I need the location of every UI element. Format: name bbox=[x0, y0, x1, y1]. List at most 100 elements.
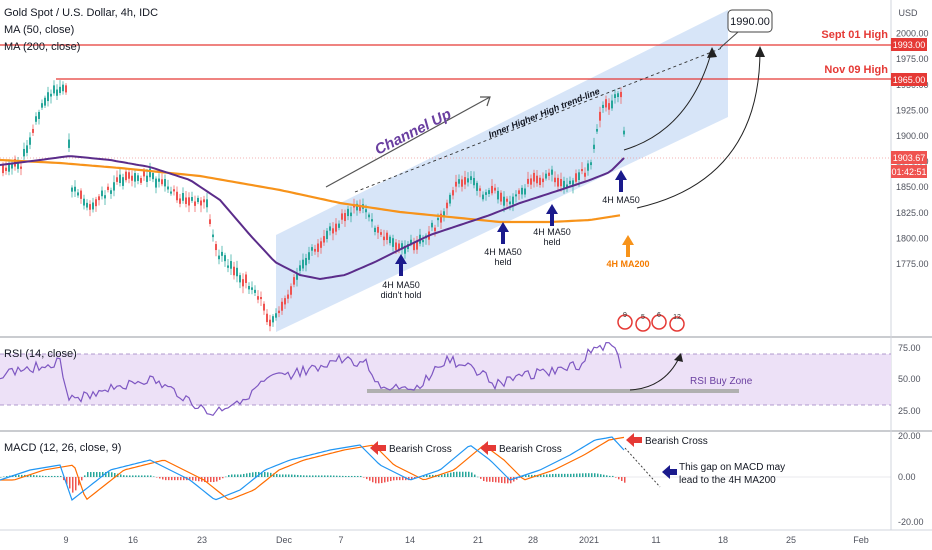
rsi-axis[interactable]: 75.00 50.00 25.00 bbox=[898, 343, 921, 416]
macd-hist-bar bbox=[603, 474, 605, 477]
candle-body bbox=[20, 166, 22, 169]
macd-hist-bar bbox=[144, 475, 146, 477]
price-tick: 1975.00 bbox=[896, 54, 929, 64]
candle-body bbox=[98, 196, 100, 201]
projection-curve-long[interactable] bbox=[636, 49, 761, 209]
candle-body bbox=[62, 84, 64, 92]
macd-axis[interactable]: 20.00 0.00 -20.00 bbox=[898, 431, 924, 527]
candle-body bbox=[167, 186, 169, 190]
event-flag-4[interactable] bbox=[669, 316, 685, 332]
candle-body bbox=[560, 179, 562, 187]
candle-body bbox=[137, 175, 139, 181]
candle-body bbox=[572, 180, 574, 187]
candle-body bbox=[416, 241, 418, 250]
candle-body bbox=[41, 103, 43, 108]
macd-hist-bar bbox=[492, 477, 494, 482]
macd-hist-bar bbox=[102, 472, 104, 477]
macd-hist-bar bbox=[294, 474, 296, 477]
rsi-tick: 25.00 bbox=[898, 406, 921, 416]
rsi-buy-zone-bar[interactable] bbox=[367, 389, 739, 393]
event-flag-3-count: 6 bbox=[657, 312, 661, 319]
macd-hist-bar bbox=[432, 474, 434, 477]
ma50-held-b-label-2: held bbox=[543, 237, 560, 247]
event-flag-3[interactable] bbox=[651, 314, 667, 330]
candle-body bbox=[518, 190, 520, 194]
macd-hist-bar bbox=[231, 474, 233, 477]
macd-hist-bar bbox=[162, 477, 164, 480]
ma50-didnt-hold-label-2: didn't hold bbox=[381, 290, 422, 300]
ma200-legend[interactable]: MA (200, close) bbox=[4, 41, 80, 53]
candle-body bbox=[161, 179, 163, 185]
candle-body bbox=[269, 319, 271, 327]
currency-unit[interactable]: USD bbox=[898, 8, 918, 18]
macd-signal-line[interactable] bbox=[0, 436, 625, 501]
ma50-held-arrow-a bbox=[497, 222, 509, 244]
ma50-now-arrow bbox=[615, 170, 627, 192]
bearish-cross-3-label: Bearish Cross bbox=[645, 436, 708, 447]
candle-body bbox=[128, 172, 130, 179]
candle-body bbox=[479, 188, 481, 191]
macd-hist-bar bbox=[288, 474, 290, 477]
candle-body bbox=[587, 163, 589, 171]
candle-body bbox=[242, 279, 244, 287]
candle-body bbox=[299, 265, 301, 271]
candle-body bbox=[368, 214, 370, 218]
ma200-line[interactable] bbox=[0, 158, 621, 224]
time-tick: Feb bbox=[853, 535, 869, 545]
macd-hist-bar bbox=[30, 474, 32, 477]
channel-direction-arrow bbox=[325, 96, 491, 188]
time-axis[interactable]: 9 16 23 Dec 7 14 21 28 2021 11 18 25 Feb bbox=[63, 535, 868, 545]
candle-body bbox=[566, 184, 568, 188]
macd-hist-bar bbox=[246, 473, 248, 477]
candle-body bbox=[521, 187, 523, 195]
projection-curve-short[interactable] bbox=[623, 49, 713, 151]
macd-legend[interactable]: MACD (12, 26, close, 9) bbox=[4, 442, 121, 454]
candle-body bbox=[26, 145, 28, 153]
candle-body bbox=[236, 267, 238, 277]
event-flag-1[interactable] bbox=[617, 314, 633, 330]
macd-hist-bar bbox=[39, 475, 41, 477]
candle-body bbox=[248, 285, 250, 290]
ma50-line[interactable] bbox=[0, 155, 625, 281]
macd-line[interactable] bbox=[0, 436, 625, 502]
candle-body bbox=[254, 289, 256, 293]
candle-body bbox=[233, 266, 235, 276]
target-callout-box[interactable] bbox=[727, 9, 773, 33]
macd-tick: -20.00 bbox=[898, 517, 924, 527]
macd-hist-bar bbox=[564, 473, 566, 477]
bearish-cross-1: Bearish Cross bbox=[370, 441, 452, 455]
macd-hist-bar bbox=[555, 473, 557, 477]
rsi-legend[interactable]: RSI (14, close) bbox=[4, 348, 77, 360]
macd-hist-bar bbox=[384, 477, 386, 483]
candle-body bbox=[527, 178, 529, 184]
macd-hist-bar bbox=[72, 477, 74, 493]
bearish-cross-3: Bearish Cross bbox=[626, 433, 708, 447]
macd-hist-bar bbox=[174, 477, 176, 481]
ma50-legend[interactable]: MA (50, close) bbox=[4, 24, 74, 36]
macd-hist-bar bbox=[507, 477, 509, 484]
candle-body bbox=[332, 228, 334, 234]
candle-body bbox=[203, 199, 205, 203]
candle-body bbox=[221, 251, 223, 256]
candle-body bbox=[611, 100, 613, 109]
macd-hist-bar bbox=[150, 475, 152, 477]
rsi-line[interactable] bbox=[0, 341, 622, 417]
macd-hist-bar bbox=[219, 477, 221, 480]
macd-hist-bar bbox=[159, 477, 161, 479]
price-tag-1993-bg bbox=[891, 38, 927, 51]
macd-hist-bar bbox=[594, 473, 596, 477]
event-flag-2[interactable] bbox=[635, 316, 651, 332]
macd-hist-bar bbox=[321, 475, 323, 477]
candle-body bbox=[446, 202, 448, 209]
symbol-title[interactable]: Gold Spot / U.S. Dollar, 4h, IDC bbox=[4, 7, 158, 19]
candle-body bbox=[125, 171, 127, 181]
macd-hist-bar bbox=[375, 477, 377, 484]
macd-hist-bar bbox=[558, 473, 560, 477]
macd-hist-bar bbox=[621, 477, 623, 481]
macd-hist-bar bbox=[615, 477, 617, 478]
candle-body bbox=[578, 172, 580, 180]
macd-hist-bar bbox=[69, 477, 71, 489]
event-flags[interactable]: 9 5 6 12 bbox=[617, 312, 685, 332]
candle-body bbox=[533, 172, 535, 182]
